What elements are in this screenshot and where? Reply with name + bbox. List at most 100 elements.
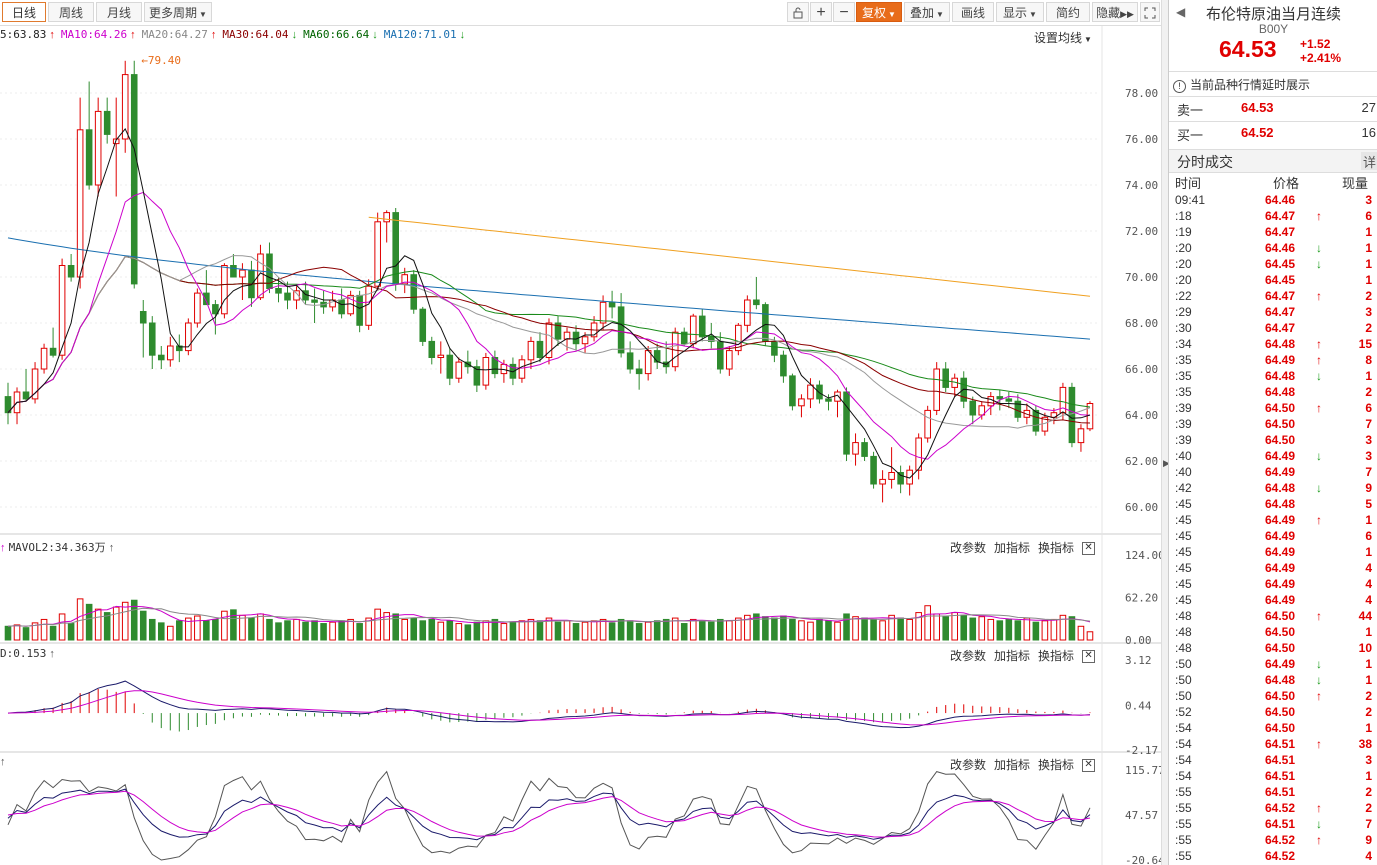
- volume-bar: [410, 617, 418, 641]
- tab-weekly[interactable]: 周线: [48, 2, 94, 22]
- candle-body: [4, 396, 12, 414]
- trade-row: :50 64.50 ↑ 2: [1169, 688, 1377, 704]
- trade-time: :55: [1175, 817, 1192, 831]
- trade-time: :48: [1175, 641, 1192, 655]
- prev-instrument-icon[interactable]: ◀: [1176, 5, 1186, 19]
- price-tick-label: 66.00: [1125, 363, 1158, 376]
- trade-row: :50 64.48 ↓ 1: [1169, 672, 1377, 688]
- arrow-down-icon: ↓: [291, 29, 298, 41]
- trade-volume: 1: [1365, 657, 1372, 671]
- macd-indicator-label: D:0.153 ↑: [0, 647, 55, 660]
- trade-row: :45 64.48 5: [1169, 496, 1377, 512]
- params-button[interactable]: 改参数: [950, 649, 987, 663]
- detail-button[interactable]: 详: [1361, 152, 1377, 170]
- trade-row: :29 64.47 3: [1169, 304, 1377, 320]
- adjust-dropdown[interactable]: 复权 ▼: [856, 2, 902, 22]
- switch-indicator-button[interactable]: 换指标: [1038, 541, 1075, 555]
- volume-bar: [239, 614, 246, 641]
- draw-button[interactable]: 画线: [952, 2, 994, 22]
- volume-bar: [473, 621, 481, 641]
- close-icon[interactable]: ✕: [1082, 759, 1096, 773]
- candle-body: [626, 352, 634, 370]
- volume-bar: [266, 618, 273, 641]
- simple-button[interactable]: 简约: [1046, 2, 1090, 22]
- ma10-line: [7, 191, 1091, 460]
- candle-body: [49, 347, 57, 356]
- trade-price: 64.51: [1265, 817, 1296, 831]
- trade-row: :20 64.46 ↓ 1: [1169, 240, 1377, 256]
- volume-bar: [275, 622, 282, 641]
- kline-chart[interactable]: 78.00 76.00 74.00 72.00 70.00 68.00 66.00 64.00…: [0, 0, 1161, 865]
- volume-bar: [112, 606, 120, 641]
- collapse-arrow-icon: ▶: [1163, 458, 1170, 468]
- volume-bar: [617, 618, 625, 641]
- candle-body: [563, 331, 571, 340]
- zoom-in-icon[interactable]: +: [810, 2, 832, 22]
- volume-bar: [383, 612, 390, 641]
- trade-price: 64.49: [1265, 545, 1296, 559]
- volume-bar: [536, 620, 544, 641]
- overlay-dropdown[interactable]: 叠加 ▼: [904, 2, 950, 22]
- arrow-up-icon: ↑: [1316, 513, 1322, 527]
- add-indicator-button[interactable]: 加指标: [994, 758, 1031, 772]
- arrow-up-icon: ↑: [1316, 401, 1322, 415]
- volume-bar: [1077, 625, 1085, 641]
- volume-bar: [599, 618, 607, 641]
- macd-label: D:0.153: [0, 647, 47, 660]
- ma20-line: [7, 255, 1091, 429]
- trade-price: 64.50: [1265, 401, 1296, 415]
- hide-button[interactable]: 隐藏▶▶: [1092, 2, 1138, 22]
- candle-body: [239, 269, 246, 278]
- col-price: 价格: [1273, 176, 1300, 191]
- price-tick-label: 78.00: [1125, 87, 1158, 100]
- candle-body: [401, 274, 409, 285]
- add-indicator-button[interactable]: 加指标: [994, 541, 1031, 555]
- volume-tick-label: 124.00: [1125, 549, 1161, 562]
- panel-splitter[interactable]: ▶: [1161, 0, 1170, 865]
- close-icon[interactable]: ✕: [1082, 542, 1096, 556]
- tab-daily[interactable]: 日线: [2, 2, 46, 22]
- fullscreen-icon[interactable]: [1140, 2, 1160, 22]
- candle-body: [383, 212, 390, 223]
- trade-volume: 3: [1365, 433, 1372, 447]
- trade-price: 64.47: [1265, 289, 1296, 303]
- trades-header: 分时成交 详: [1169, 149, 1377, 173]
- volume-bar: [176, 620, 183, 641]
- change-percent: +2.41%: [1300, 51, 1342, 65]
- kdj-k-line: [7, 788, 1091, 841]
- trade-price: 64.47: [1265, 305, 1296, 319]
- trade-price: 64.49: [1265, 561, 1296, 575]
- arrow-down-icon: ↓: [1316, 449, 1322, 463]
- close-icon[interactable]: ✕: [1082, 650, 1096, 664]
- volume-bar: [771, 617, 778, 641]
- candle-body: [22, 391, 30, 400]
- lock-icon[interactable]: [787, 2, 809, 22]
- volume-bar: [401, 618, 409, 641]
- volume-bar: [1023, 617, 1031, 641]
- candle-body: [707, 336, 715, 342]
- switch-indicator-button[interactable]: 换指标: [1038, 649, 1075, 663]
- arrow-down-icon: ↓: [1316, 369, 1322, 383]
- info-icon: !: [1173, 80, 1186, 93]
- candle-body: [644, 350, 652, 375]
- params-button[interactable]: 改参数: [950, 758, 987, 772]
- ma-settings-button[interactable]: 设置均线 ▼: [1034, 29, 1092, 46]
- chevron-down-icon: ▼: [936, 10, 944, 19]
- zoom-out-icon[interactable]: −: [833, 2, 855, 22]
- switch-indicator-button[interactable]: 换指标: [1038, 758, 1075, 772]
- display-dropdown[interactable]: 显示 ▼: [996, 2, 1044, 22]
- trade-time: :55: [1175, 801, 1192, 815]
- candle-body: [698, 315, 706, 338]
- params-button[interactable]: 改参数: [950, 541, 987, 555]
- ask-price: 64.53: [1241, 100, 1274, 115]
- trade-time: :35: [1175, 369, 1192, 383]
- bid-label: 买一: [1177, 128, 1204, 143]
- arrow-down-icon: ↓: [1316, 657, 1322, 671]
- candle-body: [446, 354, 454, 379]
- add-indicator-button[interactable]: 加指标: [994, 649, 1031, 663]
- more-periods-dropdown[interactable]: 更多周期 ▼: [144, 2, 212, 22]
- candle-body: [518, 359, 526, 379]
- volume-bar: [500, 623, 508, 641]
- volume-bar: [148, 618, 156, 641]
- tab-monthly[interactable]: 月线: [96, 2, 142, 22]
